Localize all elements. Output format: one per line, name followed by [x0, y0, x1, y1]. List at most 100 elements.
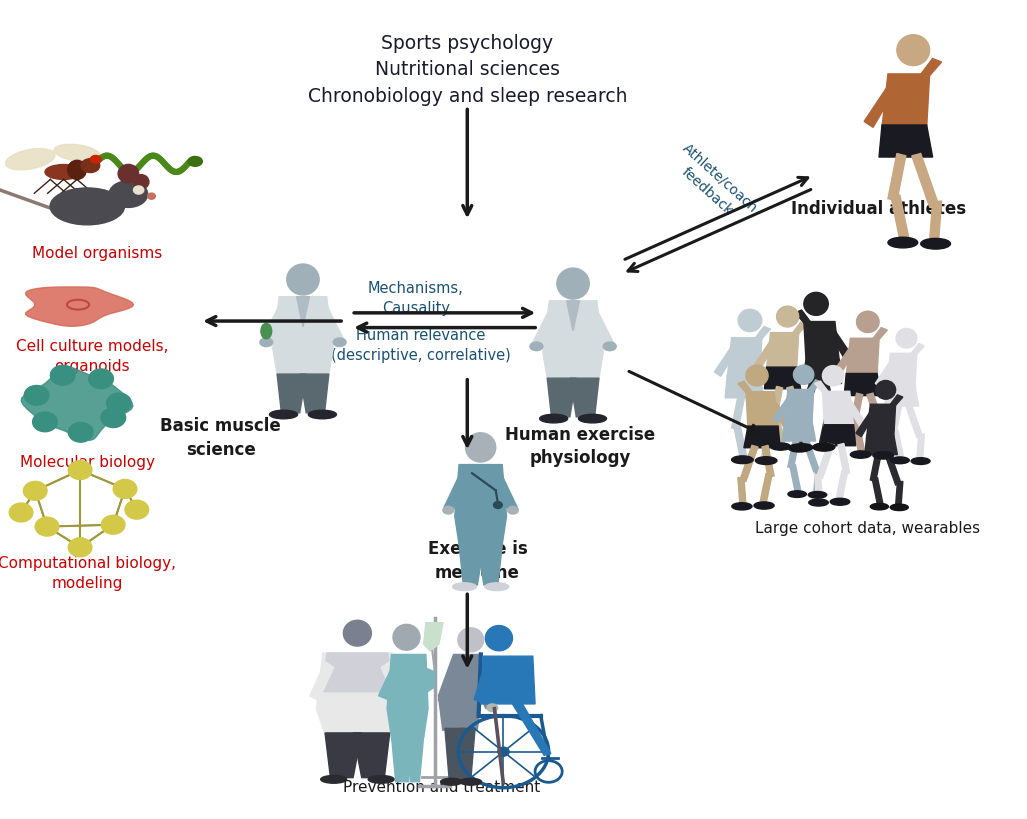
Polygon shape	[300, 374, 329, 413]
Ellipse shape	[830, 498, 849, 505]
Ellipse shape	[54, 144, 100, 161]
Ellipse shape	[921, 238, 951, 249]
Polygon shape	[474, 671, 492, 703]
Polygon shape	[785, 390, 813, 423]
Ellipse shape	[269, 410, 298, 419]
Polygon shape	[886, 395, 903, 411]
Text: Mechanisms,
Causality: Mechanisms, Causality	[368, 281, 464, 315]
Polygon shape	[803, 439, 820, 472]
Circle shape	[125, 500, 149, 519]
Polygon shape	[814, 474, 823, 501]
Polygon shape	[725, 374, 764, 398]
Polygon shape	[850, 393, 863, 426]
Circle shape	[148, 193, 155, 199]
Polygon shape	[744, 426, 781, 448]
Ellipse shape	[81, 159, 100, 173]
Circle shape	[68, 538, 92, 557]
Polygon shape	[751, 327, 770, 346]
Polygon shape	[822, 381, 835, 416]
Polygon shape	[496, 476, 518, 512]
Polygon shape	[888, 153, 906, 201]
Ellipse shape	[809, 499, 828, 506]
Polygon shape	[320, 305, 344, 344]
Polygon shape	[381, 662, 405, 700]
Polygon shape	[731, 396, 745, 430]
Polygon shape	[749, 396, 768, 434]
Polygon shape	[804, 322, 839, 361]
Ellipse shape	[793, 444, 812, 451]
Ellipse shape	[776, 306, 799, 327]
Text: Model organisms: Model organisms	[33, 247, 162, 261]
Polygon shape	[884, 386, 919, 406]
Circle shape	[88, 369, 113, 389]
Polygon shape	[813, 468, 822, 493]
Polygon shape	[875, 361, 895, 387]
Text: Basic muscle
science: Basic muscle science	[160, 418, 281, 459]
Ellipse shape	[118, 165, 139, 183]
Polygon shape	[799, 419, 807, 446]
Polygon shape	[821, 425, 855, 446]
Ellipse shape	[794, 365, 813, 384]
Ellipse shape	[770, 443, 791, 450]
Circle shape	[25, 386, 49, 405]
Polygon shape	[26, 287, 134, 326]
Ellipse shape	[870, 504, 888, 510]
Text: Large cohort data, wearables: Large cohort data, wearables	[755, 521, 981, 536]
Polygon shape	[455, 464, 506, 545]
Polygon shape	[739, 446, 758, 482]
Ellipse shape	[260, 338, 273, 346]
Polygon shape	[872, 477, 883, 505]
Polygon shape	[852, 422, 865, 453]
Ellipse shape	[732, 503, 752, 510]
Polygon shape	[273, 296, 333, 374]
Polygon shape	[772, 414, 785, 445]
Polygon shape	[836, 471, 847, 500]
Ellipse shape	[308, 410, 337, 419]
Ellipse shape	[756, 457, 777, 464]
Polygon shape	[22, 366, 132, 441]
Ellipse shape	[441, 778, 462, 785]
Circle shape	[107, 393, 131, 413]
Text: Athlete/coach
feedback: Athlete/coach feedback	[668, 140, 760, 229]
Polygon shape	[804, 380, 822, 397]
Circle shape	[113, 479, 137, 498]
Text: Exercise is
medicine: Exercise is medicine	[427, 541, 528, 581]
Ellipse shape	[50, 188, 124, 225]
Circle shape	[101, 408, 125, 428]
Text: Cell culture models,
organoids: Cell culture models, organoids	[16, 339, 168, 373]
Polygon shape	[814, 381, 832, 399]
Ellipse shape	[738, 310, 762, 332]
Polygon shape	[890, 404, 902, 434]
Polygon shape	[908, 343, 924, 361]
Ellipse shape	[320, 776, 346, 783]
Circle shape	[9, 503, 33, 522]
Text: Computational biology,
modeling: Computational biology, modeling	[0, 556, 177, 590]
Text: Human exercise
physiology: Human exercise physiology	[505, 426, 655, 467]
Polygon shape	[325, 733, 362, 778]
Ellipse shape	[134, 174, 149, 189]
Polygon shape	[422, 668, 434, 695]
Polygon shape	[591, 310, 614, 348]
Polygon shape	[790, 464, 801, 493]
Ellipse shape	[530, 342, 543, 351]
Polygon shape	[762, 430, 770, 459]
Polygon shape	[892, 430, 904, 459]
Polygon shape	[795, 416, 804, 446]
Ellipse shape	[888, 238, 918, 248]
Ellipse shape	[287, 264, 319, 295]
Polygon shape	[737, 381, 756, 400]
Polygon shape	[320, 653, 394, 691]
Polygon shape	[823, 391, 853, 426]
Ellipse shape	[539, 414, 568, 423]
Polygon shape	[846, 399, 866, 426]
Polygon shape	[788, 439, 799, 468]
Text: Prevention and treatment: Prevention and treatment	[343, 781, 540, 795]
Polygon shape	[297, 296, 309, 327]
Polygon shape	[864, 86, 893, 128]
Polygon shape	[896, 482, 903, 506]
Polygon shape	[867, 393, 885, 430]
Polygon shape	[855, 411, 874, 437]
Polygon shape	[439, 670, 458, 704]
Ellipse shape	[746, 365, 768, 386]
Circle shape	[24, 482, 47, 500]
